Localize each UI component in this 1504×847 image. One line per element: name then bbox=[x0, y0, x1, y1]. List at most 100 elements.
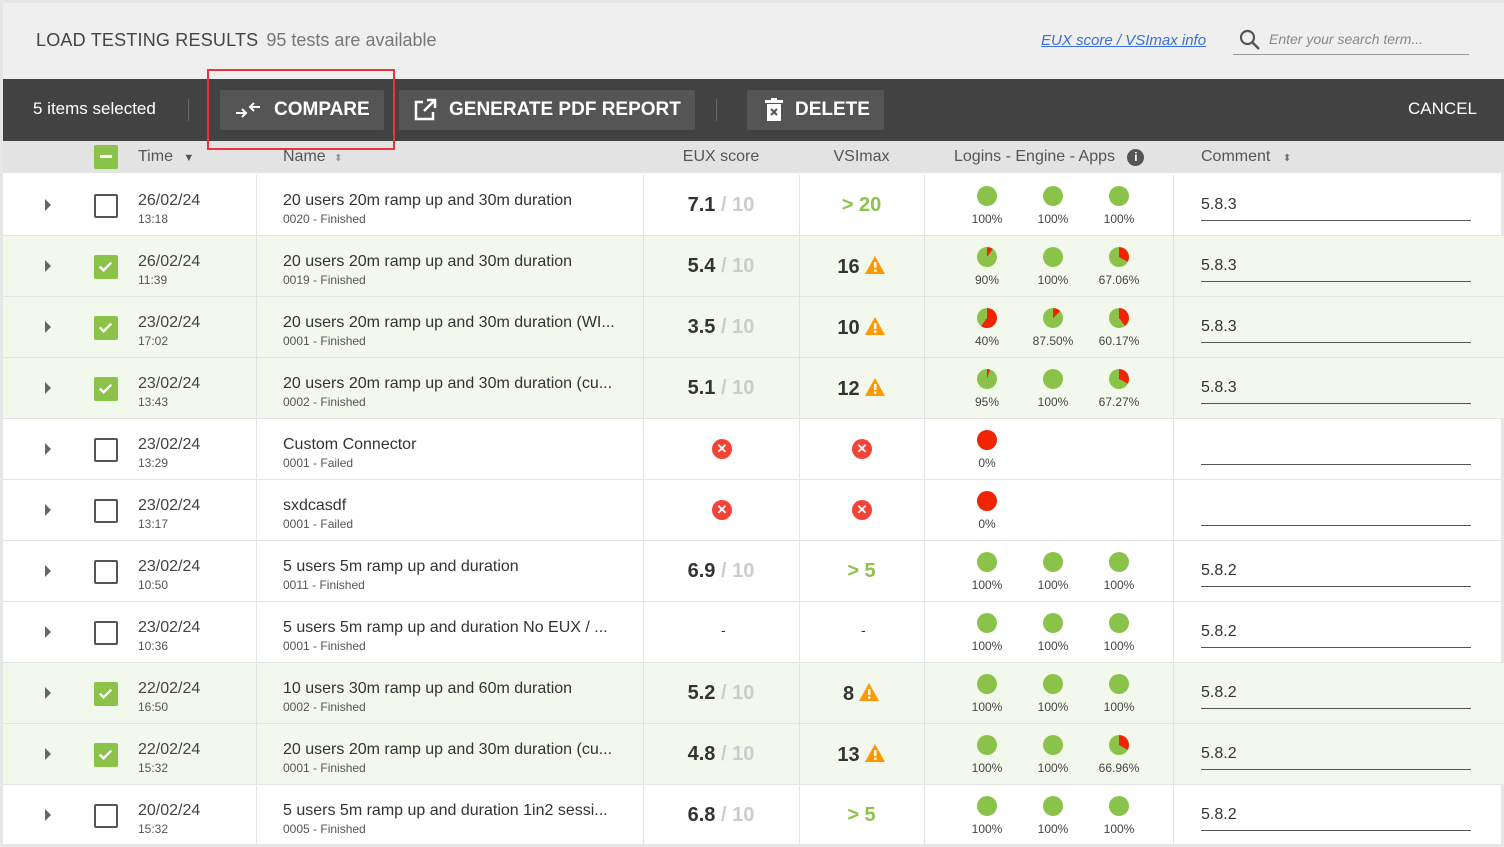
comment-input[interactable]: 5.8.3 bbox=[1201, 318, 1471, 343]
expand-caret-icon[interactable] bbox=[45, 260, 51, 272]
row-time: 11:39 bbox=[138, 273, 168, 287]
table-row[interactable]: 23/02/24 10:36 5 users 5m ramp up and dura… bbox=[3, 602, 1504, 663]
comment-input[interactable]: 5.8.3 bbox=[1201, 196, 1471, 221]
row-name[interactable]: 5 users 5m ramp up and duration bbox=[283, 558, 519, 575]
row-name[interactable]: sxdcasdf bbox=[283, 497, 347, 514]
table-row[interactable]: 22/02/24 16:50 10 users 30m ramp up and 60… bbox=[3, 663, 1504, 724]
comment-input[interactable]: 5.8.2 bbox=[1201, 684, 1471, 709]
check-icon bbox=[98, 383, 113, 394]
comment-input[interactable]: 5.8.3 bbox=[1201, 379, 1471, 404]
success-percent: 40% bbox=[974, 334, 1000, 348]
column-divider bbox=[643, 358, 644, 419]
eux-info-link[interactable]: EUX score / VSImax info bbox=[1041, 32, 1207, 49]
vsimax-value: - bbox=[861, 622, 866, 638]
success-percent: 100% bbox=[1037, 273, 1069, 287]
warning-icon bbox=[864, 744, 885, 762]
row-checkbox[interactable] bbox=[94, 255, 118, 279]
success-percent: 100% bbox=[971, 700, 1003, 714]
column-name[interactable]: Name ⬍ bbox=[283, 148, 343, 165]
table-row[interactable]: 26/02/24 11:39 20 users 20m ramp up and 30… bbox=[3, 236, 1504, 297]
row-time: 10:36 bbox=[138, 639, 169, 653]
row-name[interactable]: 20 users 20m ramp up and 30m duration (c… bbox=[283, 741, 613, 758]
column-comment[interactable]: Comment ⬍ bbox=[1201, 148, 1292, 165]
row-time: 10:50 bbox=[138, 578, 169, 592]
row-name[interactable]: Custom Connector bbox=[283, 436, 417, 453]
row-checkbox[interactable] bbox=[94, 316, 118, 340]
select-all-checkbox[interactable] bbox=[94, 145, 118, 169]
column-divider bbox=[256, 175, 257, 236]
row-name[interactable]: 10 users 30m ramp up and 60m duration bbox=[283, 680, 573, 697]
expand-caret-icon[interactable] bbox=[45, 199, 51, 211]
info-icon[interactable]: i bbox=[1127, 149, 1145, 166]
column-divider bbox=[924, 724, 925, 785]
expand-caret-icon[interactable] bbox=[45, 687, 51, 699]
expand-caret-icon[interactable] bbox=[45, 809, 51, 821]
row-checkbox[interactable] bbox=[94, 194, 118, 218]
row-name[interactable]: 20 users 20m ramp up and 30m duration (W… bbox=[283, 314, 615, 331]
row-name[interactable]: 5 users 5m ramp up and duration No EUX /… bbox=[283, 619, 608, 636]
table-row[interactable]: 22/02/24 15:32 20 users 20m ramp up and 30… bbox=[3, 724, 1504, 785]
expand-caret-icon[interactable] bbox=[45, 565, 51, 577]
row-date: 23/02/24 bbox=[138, 619, 201, 636]
row-name[interactable]: 20 users 20m ramp up and 30m duration (c… bbox=[283, 375, 613, 392]
column-divider bbox=[924, 480, 925, 541]
table-row[interactable]: 23/02/24 10:50 5 users 5m ramp up and dura… bbox=[3, 541, 1504, 602]
delete-button[interactable]: DELETE bbox=[747, 90, 884, 130]
expand-caret-icon[interactable] bbox=[45, 321, 51, 333]
search-input[interactable] bbox=[1269, 31, 1465, 47]
comment-input[interactable] bbox=[1201, 501, 1471, 526]
row-checkbox[interactable] bbox=[94, 560, 118, 584]
success-percent: 100% bbox=[1103, 700, 1135, 714]
column-divider bbox=[643, 480, 644, 541]
table-row[interactable]: 23/02/24 13:17 sxdcasdf 0001 - Failed ✕ ✕ 0% bbox=[3, 480, 1504, 541]
comment-input[interactable]: 5.8.2 bbox=[1201, 806, 1471, 831]
column-divider bbox=[799, 236, 800, 297]
comment-input[interactable]: 5.8.2 bbox=[1201, 623, 1471, 648]
comment-input[interactable] bbox=[1201, 440, 1471, 465]
success-pie-chart bbox=[977, 186, 997, 206]
comment-input[interactable]: 5.8.3 bbox=[1201, 257, 1471, 282]
success-pie-chart bbox=[1043, 369, 1063, 389]
row-checkbox[interactable] bbox=[94, 499, 118, 523]
row-checkbox[interactable] bbox=[94, 377, 118, 401]
expand-caret-icon[interactable] bbox=[45, 748, 51, 760]
row-name[interactable]: 20 users 20m ramp up and 30m duration bbox=[283, 253, 573, 270]
comment-input[interactable]: 5.8.2 bbox=[1201, 562, 1471, 587]
table-row[interactable]: 23/02/24 13:43 20 users 20m ramp up and 30… bbox=[3, 358, 1504, 419]
row-checkbox[interactable] bbox=[94, 743, 118, 767]
expand-caret-icon[interactable] bbox=[45, 626, 51, 638]
row-checkbox[interactable] bbox=[94, 804, 118, 828]
table-row[interactable]: 23/02/24 17:02 20 users 20m ramp up and 30… bbox=[3, 297, 1504, 358]
row-name[interactable]: 20 users 20m ramp up and 30m duration bbox=[283, 192, 573, 209]
vsimax-value: 10 bbox=[799, 316, 924, 340]
success-pie-chart bbox=[1109, 308, 1129, 328]
eux-score: 6.8 / 10 bbox=[687, 804, 755, 826]
column-divider bbox=[256, 236, 257, 297]
row-status: 0001 - Finished bbox=[283, 761, 366, 775]
expand-caret-icon[interactable] bbox=[45, 443, 51, 455]
table-row[interactable]: 20/02/24 15:32 5 users 5m ramp up and dura… bbox=[3, 785, 1504, 846]
column-divider bbox=[799, 602, 800, 663]
row-time: 17:02 bbox=[138, 334, 169, 348]
success-percent: 60.17% bbox=[1098, 334, 1140, 348]
success-pie-chart bbox=[1109, 247, 1129, 267]
column-divider bbox=[1173, 358, 1174, 419]
success-pie-chart bbox=[977, 491, 997, 511]
check-icon bbox=[98, 688, 113, 699]
table-row[interactable]: 23/02/24 13:29 Custom Connector 0001 - Fail… bbox=[3, 419, 1504, 480]
row-checkbox[interactable] bbox=[94, 621, 118, 645]
success-percent: 100% bbox=[971, 822, 1003, 836]
row-date: 22/02/24 bbox=[138, 741, 201, 758]
row-name[interactable]: 5 users 5m ramp up and duration 1in2 ses… bbox=[283, 802, 608, 819]
row-time: 13:43 bbox=[138, 395, 169, 409]
comment-input[interactable]: 5.8.2 bbox=[1201, 745, 1471, 770]
expand-caret-icon[interactable] bbox=[45, 504, 51, 516]
expand-caret-icon[interactable] bbox=[45, 382, 51, 394]
column-time[interactable]: Time ▼ bbox=[138, 148, 195, 165]
table-row[interactable]: 26/02/24 13:18 20 users 20m ramp up and 30… bbox=[3, 175, 1504, 236]
compare-button[interactable]: COMPARE bbox=[220, 90, 384, 130]
generate-pdf-button[interactable]: GENERATE PDF REPORT bbox=[399, 90, 695, 130]
cancel-button[interactable]: CANCEL bbox=[1408, 99, 1477, 118]
row-checkbox[interactable] bbox=[94, 682, 118, 706]
row-checkbox[interactable] bbox=[94, 438, 118, 462]
